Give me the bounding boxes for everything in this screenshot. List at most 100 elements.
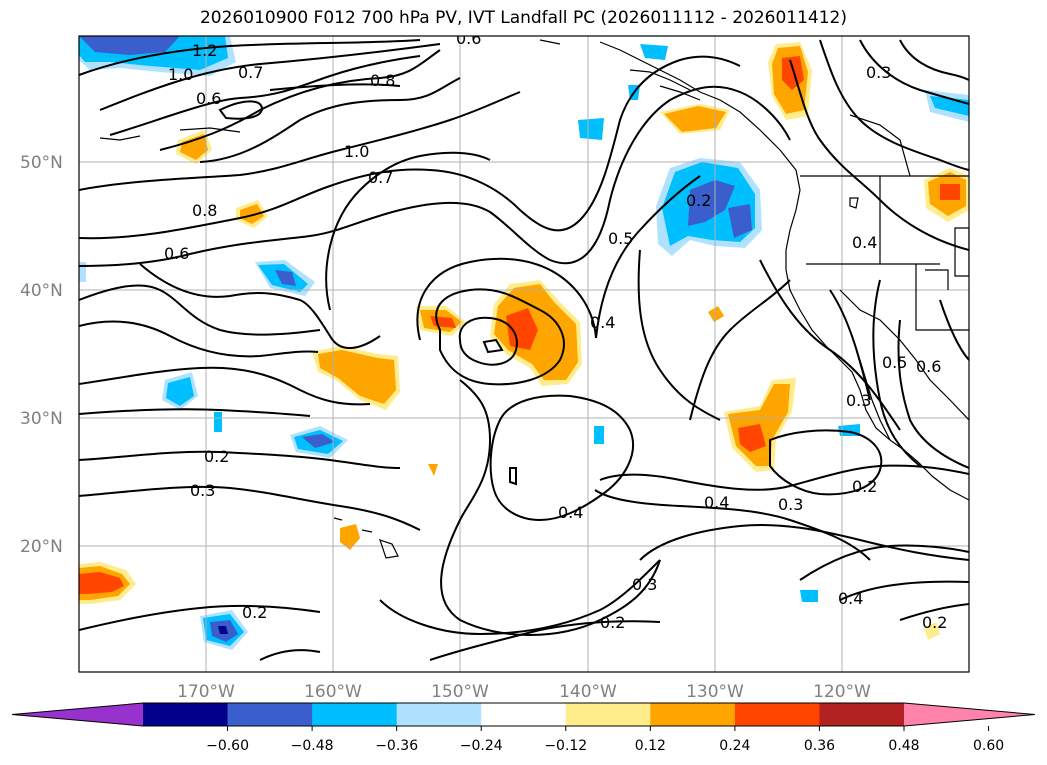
contour-label: 0.3: [846, 391, 871, 410]
contour-label: 0.7: [368, 168, 393, 187]
map-content: 1.2 1.0 0.7 0.6 0.8 1.0 0.7 0.8 0.6 0.5 …: [79, 29, 969, 672]
colorbar-tick-label: −0.60: [206, 738, 249, 754]
contour-label: 0.3: [190, 481, 215, 500]
contour-label: 0.2: [922, 613, 947, 632]
contour-label: 1.0: [168, 65, 193, 84]
contour-label: 0.3: [866, 63, 891, 82]
contour-label: 0.6: [916, 357, 941, 376]
positive-anomaly-region: [79, 572, 124, 594]
colorbar-tick-label: −0.36: [375, 738, 418, 754]
contour-label: 0.5: [608, 229, 633, 248]
colorbar-segment: [481, 703, 567, 726]
colorbar-segment: [143, 703, 229, 726]
shaded-fields: [79, 36, 969, 650]
contour-label: 0.5: [882, 353, 907, 372]
coastlines: [99, 39, 969, 559]
contour-label: 0.6: [196, 89, 221, 108]
contour-label: 0.7: [238, 63, 263, 82]
small-contour-loops: [482, 338, 517, 486]
contour-label: 0.2: [852, 477, 877, 496]
colorbar-tick-label: −0.24: [460, 738, 503, 754]
positive-anomaly-region: [318, 350, 396, 404]
colorbar-segment: [734, 703, 820, 726]
lat-label: 40°N: [20, 281, 63, 301]
contour-label: 0.2: [686, 191, 711, 210]
pv-contours: [79, 39, 969, 661]
lon-label: 120°W: [813, 682, 871, 702]
colorbar-segment: [312, 703, 398, 726]
contour-label: 0.8: [370, 71, 395, 90]
negative-anomaly-region: [214, 412, 222, 432]
colorbar-segment: [396, 703, 482, 726]
contour-label: 0.4: [590, 313, 615, 332]
colorbar-tick-label: −0.48: [291, 738, 334, 754]
contour-labels: 1.2 1.0 0.7 0.6 0.8 1.0 0.7 0.8 0.6 0.5 …: [164, 29, 947, 632]
colorbar-segment: [819, 703, 905, 726]
longitude-labels: 170°W 160°W 150°W 140°W 130°W 120°W: [177, 682, 871, 702]
negative-anomaly-region: [218, 626, 228, 634]
positive-anomaly-region: [664, 106, 726, 132]
positive-anomaly-region: [782, 56, 804, 90]
contour-label: 1.0: [344, 142, 369, 161]
colorbar-tick-label: 0.12: [635, 738, 666, 754]
negative-anomaly-region: [166, 377, 194, 406]
contour-label: 0.3: [632, 575, 657, 594]
contour-label: 0.6: [456, 29, 481, 48]
lat-label: 50°N: [20, 153, 63, 173]
lat-label: 20°N: [20, 537, 63, 557]
lon-label: 150°W: [431, 682, 489, 702]
colorbar-segment: [565, 703, 651, 726]
negative-anomaly-region: [594, 426, 604, 444]
latitude-labels: 50°N 40°N 30°N 20°N: [20, 153, 63, 557]
colorbar-extend-min: [12, 703, 143, 726]
colorbar-segment: [650, 703, 736, 726]
graticule: [79, 36, 969, 672]
colorbar-tick-label: 0.24: [719, 738, 750, 754]
colorbar-tick-label: 0.60: [973, 738, 1004, 754]
positive-anomaly-region: [428, 464, 438, 476]
positive-anomaly-region: [924, 622, 940, 640]
contour-label: 0.4: [838, 589, 863, 608]
positive-anomaly-region: [940, 184, 960, 200]
colorbar-segment: [227, 703, 313, 726]
colorbar-tick-label: 0.48: [888, 738, 919, 754]
contour-label: 0.4: [558, 503, 583, 522]
positive-anomaly-region: [708, 306, 724, 322]
colorbar-outline: [11, 702, 1036, 727]
contour-label: 0.4: [852, 233, 877, 252]
positive-anomaly-region: [180, 134, 208, 160]
positive-anomaly-region: [340, 524, 360, 550]
contour-label: 0.2: [242, 603, 267, 622]
lat-label: 30°N: [20, 409, 63, 429]
negative-anomaly-region: [688, 180, 735, 226]
positive-anomaly-region: [738, 424, 766, 452]
negative-anomaly-region: [275, 270, 296, 286]
contour-label: 1.2: [192, 41, 217, 60]
colorbar-extend-max: [904, 703, 1035, 726]
contour-label: 0.8: [192, 201, 217, 220]
contour-label: 0.2: [204, 447, 229, 466]
lon-label: 160°W: [304, 682, 362, 702]
map-frame: [78, 35, 970, 673]
contour-label: 0.4: [704, 493, 729, 512]
contour-label: 0.6: [164, 244, 189, 263]
map-title: 2026010900 F012 700 hPa PV, IVT Landfall…: [199, 8, 847, 28]
negative-anomaly-region: [640, 44, 668, 60]
colorbar: −0.60 −0.48 −0.36 −0.24 −0.12 0.12 0.24 0.36 0.4…: [11, 702, 1036, 754]
positive-anomaly-region: [506, 308, 538, 350]
negative-anomaly-region: [79, 36, 180, 55]
contour-label: 0.3: [778, 495, 803, 514]
negative-anomaly-region: [302, 434, 335, 448]
lon-label: 140°W: [559, 682, 617, 702]
lon-label: 170°W: [177, 682, 235, 702]
negative-anomaly-region: [728, 204, 752, 238]
negative-anomaly-region: [79, 262, 86, 282]
colorbar-tick-label: −0.12: [544, 738, 587, 754]
contour-label: 0.2: [600, 613, 625, 632]
positive-anomaly-region: [240, 204, 264, 224]
negative-anomaly-region: [800, 590, 818, 602]
colorbar-tick-label: 0.36: [804, 738, 835, 754]
negative-anomaly-region: [578, 118, 604, 140]
lon-label: 130°W: [686, 682, 744, 702]
